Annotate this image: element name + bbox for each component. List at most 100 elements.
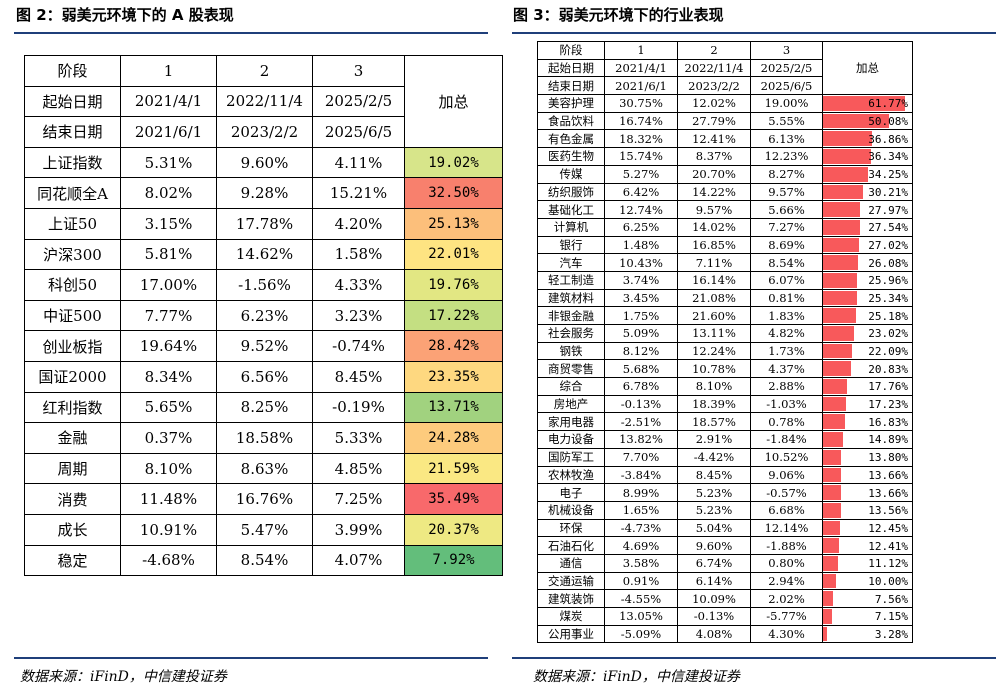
stage-3-return: -1.84% [750, 430, 823, 449]
index-name: 上证50 [24, 207, 121, 240]
sum-data-bar [823, 290, 857, 306]
table-row: 创业板指 19.64% 9.52% -0.74% 28.42% [24, 330, 503, 362]
industry-name: 银行 [537, 235, 605, 255]
stage-2-return: 4.08% [677, 624, 751, 644]
sum-data-bar [823, 396, 846, 412]
industry-name: 食品饮料 [537, 111, 605, 131]
index-name: 国证2000 [24, 360, 121, 393]
sum-return: 34.25% [868, 168, 908, 182]
stage-3-return: 6.68% [750, 500, 823, 520]
sum-data-bar [823, 449, 842, 465]
sum-return: 12.45% [868, 521, 908, 535]
sum-return: 25.34% [868, 291, 908, 305]
table-row: 机械设备 1.65% 5.23% 6.68% 13.56% [537, 500, 913, 520]
sum-cell: 36.34% [822, 147, 913, 166]
table-row: 国防军工 7.70% -4.42% 10.52% 13.80% [537, 447, 913, 467]
sum-data-bar [823, 609, 833, 624]
header-row-start: 起始日期 2021/4/1 2022/11/4 2025/2/5 [24, 85, 503, 118]
table-row: 社会服务 5.09% 13.11% 4.82% 23.02% [537, 324, 913, 343]
table-row: 公用事业 -5.09% 4.08% 4.30% 3.28% [537, 624, 913, 644]
stage-2-return: 18.39% [677, 394, 751, 414]
stage-1-return: 12.74% [604, 200, 678, 219]
table-row: 综合 6.78% 8.10% 2.88% 17.76% [537, 377, 913, 396]
sum-data-bar [823, 485, 842, 500]
left-source-rule [14, 657, 488, 659]
table-row: 房地产 -0.13% 18.39% -1.03% 17.23% [537, 394, 913, 414]
header-row-stage: 阶段 1 2 3 加总 [537, 40, 913, 96]
table-row: 纺织服饰 6.42% 14.22% 9.57% 30.21% [537, 182, 913, 202]
sum-data-bar [823, 520, 840, 536]
stage-3-return: -0.57% [750, 483, 823, 502]
sum-return: 7.15% [874, 610, 908, 624]
stage-2-return: 2.91% [677, 430, 751, 449]
stage-3-return: 5.66% [750, 200, 823, 219]
stage-3-return: 2.02% [750, 589, 823, 608]
index-name: 上证指数 [24, 146, 121, 179]
table-row: 通信 3.58% 6.74% 0.80% 11.12% [537, 553, 913, 573]
stage-2-return: 8.25% [216, 391, 313, 424]
stage-1-return: -0.13% [604, 394, 678, 414]
stage-2-return: 12.24% [677, 341, 751, 361]
sum-return: 26.08% [868, 256, 908, 270]
stage-1-return: 5.31% [120, 146, 217, 179]
stage-2-return: 6.74% [677, 553, 751, 573]
industry-name: 农林牧渔 [537, 465, 605, 485]
stage-2-return: 7.11% [677, 253, 751, 272]
stage-1-return: 8.02% [120, 177, 217, 209]
table-row: 上证指数 5.31% 9.60% 4.11% 19.02% [24, 146, 503, 179]
stage-1-return: 6.25% [604, 217, 678, 237]
index-name: 中证500 [24, 299, 121, 332]
stage-1-return: 13.82% [604, 430, 678, 449]
sum-return: 21.59% [404, 452, 503, 485]
industry-name: 钢铁 [537, 341, 605, 361]
sum-data-bar [823, 432, 843, 447]
stage-1-return: 18.32% [604, 129, 678, 149]
sum-cell: 25.96% [822, 270, 913, 290]
sum-data-bar [823, 502, 841, 518]
stage-2-return: 8.54% [216, 544, 313, 577]
left-source-note: 数据来源：iFinD，中信建投证券 [20, 669, 227, 685]
stage-2-return: 21.08% [677, 288, 751, 308]
sum-return: 20.83% [868, 362, 908, 376]
stage-2-return: 13.11% [677, 324, 751, 343]
table-row: 建筑材料 3.45% 21.08% 0.81% 25.34% [537, 288, 913, 308]
stage-1-return: 30.75% [604, 94, 678, 113]
industry-name: 基础化工 [537, 200, 605, 219]
stage-3-return: 9.06% [750, 465, 823, 485]
left-title-rule [14, 32, 488, 34]
right-source-rule [512, 657, 996, 659]
sum-return: 7.56% [874, 592, 908, 606]
table-row: 稳定 -4.68% 8.54% 4.07% 7.92% [24, 544, 503, 577]
stage-3-return: 1.73% [750, 341, 823, 361]
sum-cell: 36.86% [822, 129, 913, 149]
table-row: 红利指数 5.65% 8.25% -0.19% 13.71% [24, 391, 503, 424]
stage-3-return: 15.21% [312, 177, 405, 209]
stage-2-return: 12.02% [677, 94, 751, 113]
sum-return: 36.86% [868, 132, 908, 146]
stage-2-return: 9.60% [216, 146, 313, 179]
stage-label: 阶段 [537, 41, 605, 60]
stage-1-return: 10.91% [120, 513, 217, 546]
stage-3-return: 4.11% [312, 146, 405, 179]
sum-header: 加总 [822, 40, 913, 96]
stage-2-return: 8.63% [216, 452, 313, 485]
sum-cell: 11.12% [822, 553, 913, 573]
stage-2-return: 20.70% [677, 164, 751, 184]
stage-3-return: -1.03% [750, 394, 823, 414]
stage-2-return: 16.76% [216, 483, 313, 515]
stage-3-return: 8.45% [312, 360, 405, 393]
stage-3-return: 2.88% [750, 377, 823, 396]
table-row: 电力设备 13.82% 2.91% -1.84% 14.89% [537, 430, 913, 449]
stage-1-return: -4.55% [604, 589, 678, 608]
index-name: 创业板指 [24, 330, 121, 362]
stage-3-return: -0.19% [312, 391, 405, 424]
stage-1-return: 3.15% [120, 207, 217, 240]
stage-2-return: 9.57% [677, 200, 751, 219]
sum-data-bar [823, 538, 840, 553]
header-row-start: 起始日期 2021/4/1 2022/11/4 2025/2/5 [537, 58, 913, 78]
end-date-label: 结束日期 [24, 116, 121, 148]
index-name: 科创50 [24, 269, 121, 301]
table-row: 基础化工 12.74% 9.57% 5.66% 27.97% [537, 200, 913, 219]
sum-data-bar [823, 149, 872, 164]
stage-1-return: 10.43% [604, 253, 678, 272]
